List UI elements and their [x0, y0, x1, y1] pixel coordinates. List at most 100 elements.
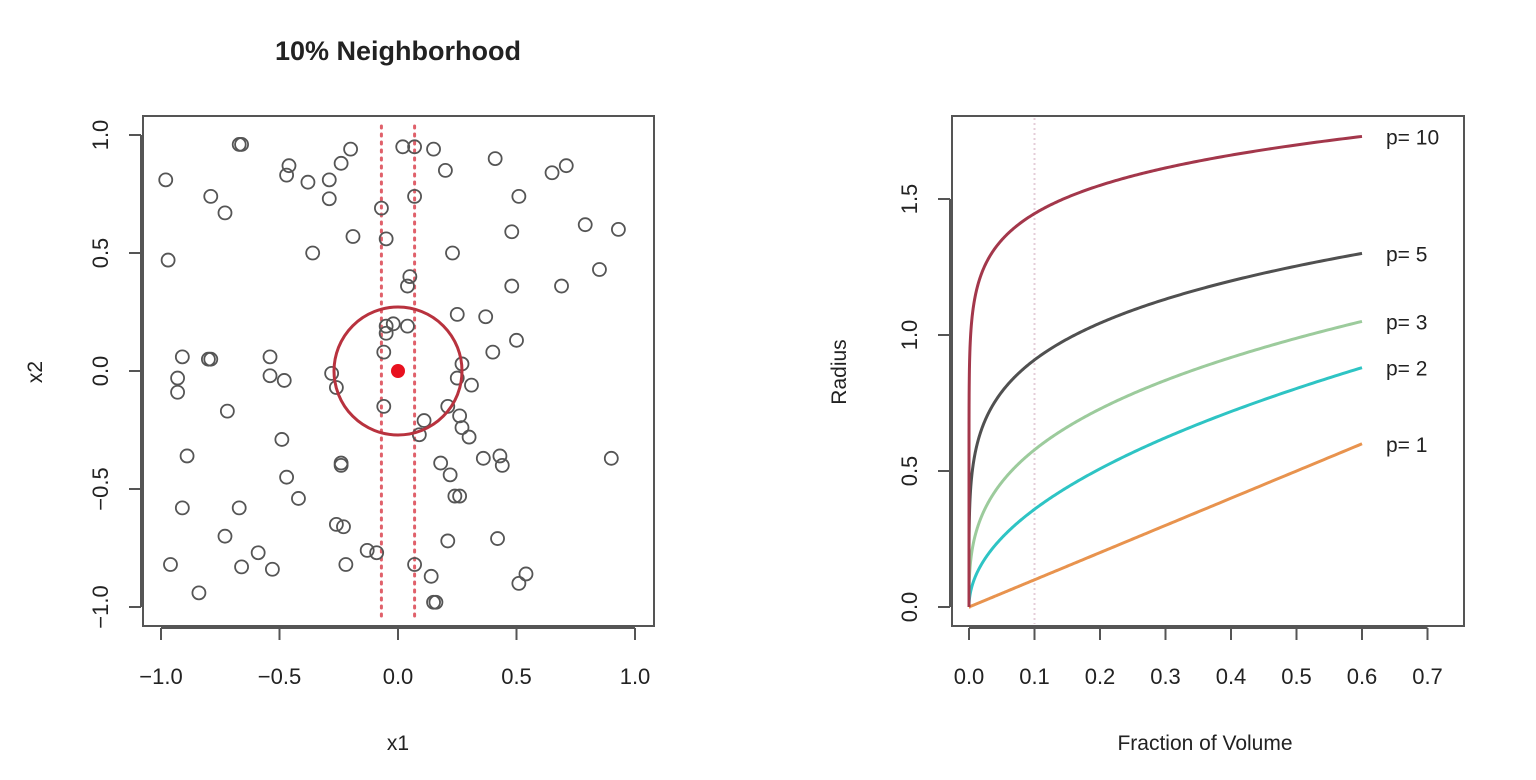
scatter-point [174, 500, 190, 516]
scatter-point [328, 380, 344, 395]
scatter-point [179, 448, 195, 464]
scatter-point [442, 467, 458, 483]
x-tick-label: 0.5 [501, 664, 532, 689]
scatter-point [264, 561, 280, 577]
scatter-point [338, 557, 354, 572]
x-tick-label-right: 0.3 [1150, 664, 1181, 689]
y-tick-label: 0.5 [88, 238, 113, 269]
neighborhood-circle [332, 305, 464, 437]
scatter-point [426, 141, 441, 157]
y-tick-label-right: 0.5 [897, 456, 922, 487]
scatter-point [291, 491, 306, 506]
scatter-point [376, 344, 392, 360]
scatter-point [385, 316, 401, 332]
slab-lines [379, 124, 417, 618]
scatter-point [305, 245, 321, 261]
scatter-point [279, 167, 295, 183]
scatter-point [274, 432, 290, 447]
x-axis-right: 0.0 0.1 0.2 0.3 0.4 0.5 0.6 0.7 [954, 627, 1443, 689]
scatter-point [321, 191, 337, 207]
scatter-point [374, 200, 389, 216]
scatter-point [262, 368, 278, 384]
scatter-point [475, 450, 491, 466]
scatter-point [423, 568, 439, 584]
scatter-point [191, 585, 207, 601]
x-tick-label: 0.0 [383, 664, 414, 689]
plot-frame [142, 115, 655, 627]
y-tick-label: 0.0 [88, 356, 113, 387]
curve-label-p1: p= 1 [1386, 434, 1427, 457]
y-axis-label: x2 [24, 361, 47, 383]
scatter-point [400, 278, 415, 294]
chart-title: 10% Neighborhood [275, 36, 521, 66]
x-axis: −1.0 −0.5 0.0 0.5 1.0 [139, 627, 651, 689]
scatter-point [328, 517, 344, 532]
scatter-point [494, 457, 510, 473]
scatter-point [490, 531, 505, 546]
scatter-point [402, 269, 418, 285]
scatter-points [158, 137, 626, 610]
scatter-point [321, 172, 337, 188]
scatter-point [558, 158, 574, 174]
scatter-point [250, 545, 266, 561]
scatter-point [485, 344, 501, 360]
y-tick-label-right: 0.0 [897, 592, 922, 623]
curve-label-p5: p= 5 [1386, 243, 1427, 266]
scatter-point [407, 188, 422, 204]
y-axis-label-right: Radius [828, 339, 851, 404]
scatter-point [487, 151, 503, 167]
y-tick-label: −0.5 [88, 467, 113, 510]
x-tick-label-right: 0.7 [1412, 664, 1443, 689]
radius-vs-volume-plot: 0.0 0.1 0.2 0.3 0.4 0.5 0.6 0.7 0.0 0.5 1.0 1.5 Fr… [828, 115, 1465, 755]
x-tick-label-right: 0.5 [1281, 664, 1312, 689]
scatter-point [449, 370, 465, 386]
scatter-point [217, 528, 233, 544]
plot-frame-right [951, 115, 1465, 627]
scatter-point [276, 373, 292, 388]
x-tick-label: 1.0 [620, 664, 651, 689]
target-point [391, 364, 405, 378]
x-axis-label: x1 [387, 732, 409, 755]
scatter-point [449, 306, 465, 322]
scatter-point [170, 370, 185, 386]
scatter-point [203, 351, 219, 367]
y-axis-right: 0.0 0.5 1.0 1.5 [897, 184, 951, 623]
x-axis-label-right: Fraction of Volume [1117, 732, 1292, 755]
scatter-point [234, 137, 249, 152]
scatter-point [447, 488, 463, 504]
scatter-point [170, 384, 185, 400]
curve-label-p3: p= 3 [1386, 311, 1427, 334]
scatter-point [452, 408, 468, 424]
curve-p10 [967, 134, 1363, 607]
y-tick-label: 1.0 [88, 120, 113, 151]
scatter-point [163, 557, 178, 572]
scatter-point [279, 469, 295, 485]
curve-p1 [967, 442, 1363, 609]
scatter-point [158, 172, 174, 188]
scatter-point [445, 245, 460, 261]
scatter-point [478, 309, 494, 325]
x-tick-label: −1.0 [139, 664, 182, 689]
x-tick-label-right: 0.0 [954, 664, 985, 689]
scatter-point [437, 162, 453, 178]
y-axis: −1.0 −0.5 0.0 0.5 1.0 [88, 120, 142, 629]
scatter-point [203, 188, 219, 204]
scatter-point [343, 141, 359, 157]
scatter-point [336, 519, 351, 535]
scatter-point [428, 594, 444, 610]
scatter-point [461, 429, 477, 445]
scatter-point [416, 413, 432, 428]
scatter-point [378, 325, 394, 341]
scatter-point [345, 229, 361, 244]
scatter-point [378, 318, 394, 334]
neighborhood-scatter-plot: 10% Neighborhood −1.0 −0.5 0.0 0.5 1.0 −1.0−… [24, 36, 655, 755]
scatter-point [300, 174, 316, 190]
scatter-point [324, 365, 340, 381]
radius-curves [967, 134, 1363, 609]
scatter-point [440, 533, 456, 549]
x-tick-label-right: 0.4 [1216, 664, 1247, 689]
scatter-point [452, 488, 468, 504]
scatter-point [433, 455, 449, 471]
y-tick-label: −1.0 [88, 585, 113, 628]
